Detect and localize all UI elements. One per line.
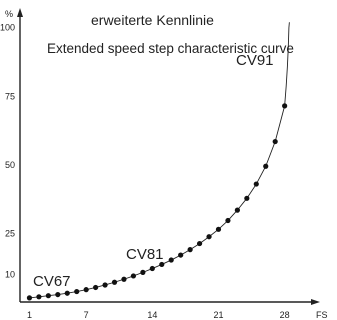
data-point [168, 257, 174, 263]
x-tick-label: 28 [280, 310, 290, 320]
data-point [196, 240, 203, 247]
y-tick-label: 10 [5, 270, 15, 280]
data-point [121, 276, 127, 282]
data-point [36, 294, 42, 300]
annotation-cv67: CV67 [33, 273, 71, 290]
y-tick-label: 50 [5, 160, 15, 170]
data-point [159, 261, 165, 268]
data-point [74, 288, 80, 295]
data-point [215, 226, 222, 232]
y-axis-label: % [5, 9, 13, 19]
data-point [102, 282, 108, 288]
x-tick-label: 14 [147, 310, 157, 320]
data-point [244, 195, 250, 201]
x-axis-label: FS [316, 310, 328, 320]
data-point [178, 252, 184, 258]
series-line [29, 22, 290, 299]
x-tick-label: 1 [27, 310, 32, 320]
data-marks [26, 22, 290, 301]
data-point [140, 269, 146, 275]
data-point [45, 293, 51, 299]
y-tick-label: 75 [5, 91, 15, 101]
annotation-cv81: CV81 [126, 246, 164, 263]
tick-labels: 1 7 14 21 28 10 25 50 75 100 [0, 23, 290, 320]
y-tick-label: 25 [5, 228, 15, 238]
data-point [149, 265, 155, 272]
chart-title: erweiterte Kennlinie [91, 12, 214, 28]
x-tick-label: 21 [213, 310, 223, 320]
data-point [234, 207, 240, 213]
y-tick-label: 100 [0, 23, 15, 33]
data-point [225, 217, 231, 224]
data-point [130, 273, 137, 279]
data-point [187, 247, 193, 253]
data-point [64, 290, 70, 296]
x-tick-label: 7 [84, 310, 89, 320]
data-point [263, 163, 269, 169]
data-point [111, 279, 118, 285]
data-point [282, 103, 288, 109]
data-point [55, 291, 61, 298]
annotation-cv91: CV91 [236, 52, 274, 69]
data-point [93, 284, 99, 291]
data-point [206, 234, 212, 240]
data-point [272, 138, 278, 145]
y-axis-arrow [17, 8, 23, 17]
x-axis-arrow [311, 299, 320, 305]
data-point [83, 287, 89, 293]
chart-subtitle: Extended speed step characteristic curve [47, 41, 294, 56]
data-point [253, 181, 259, 187]
data-point [26, 295, 33, 301]
